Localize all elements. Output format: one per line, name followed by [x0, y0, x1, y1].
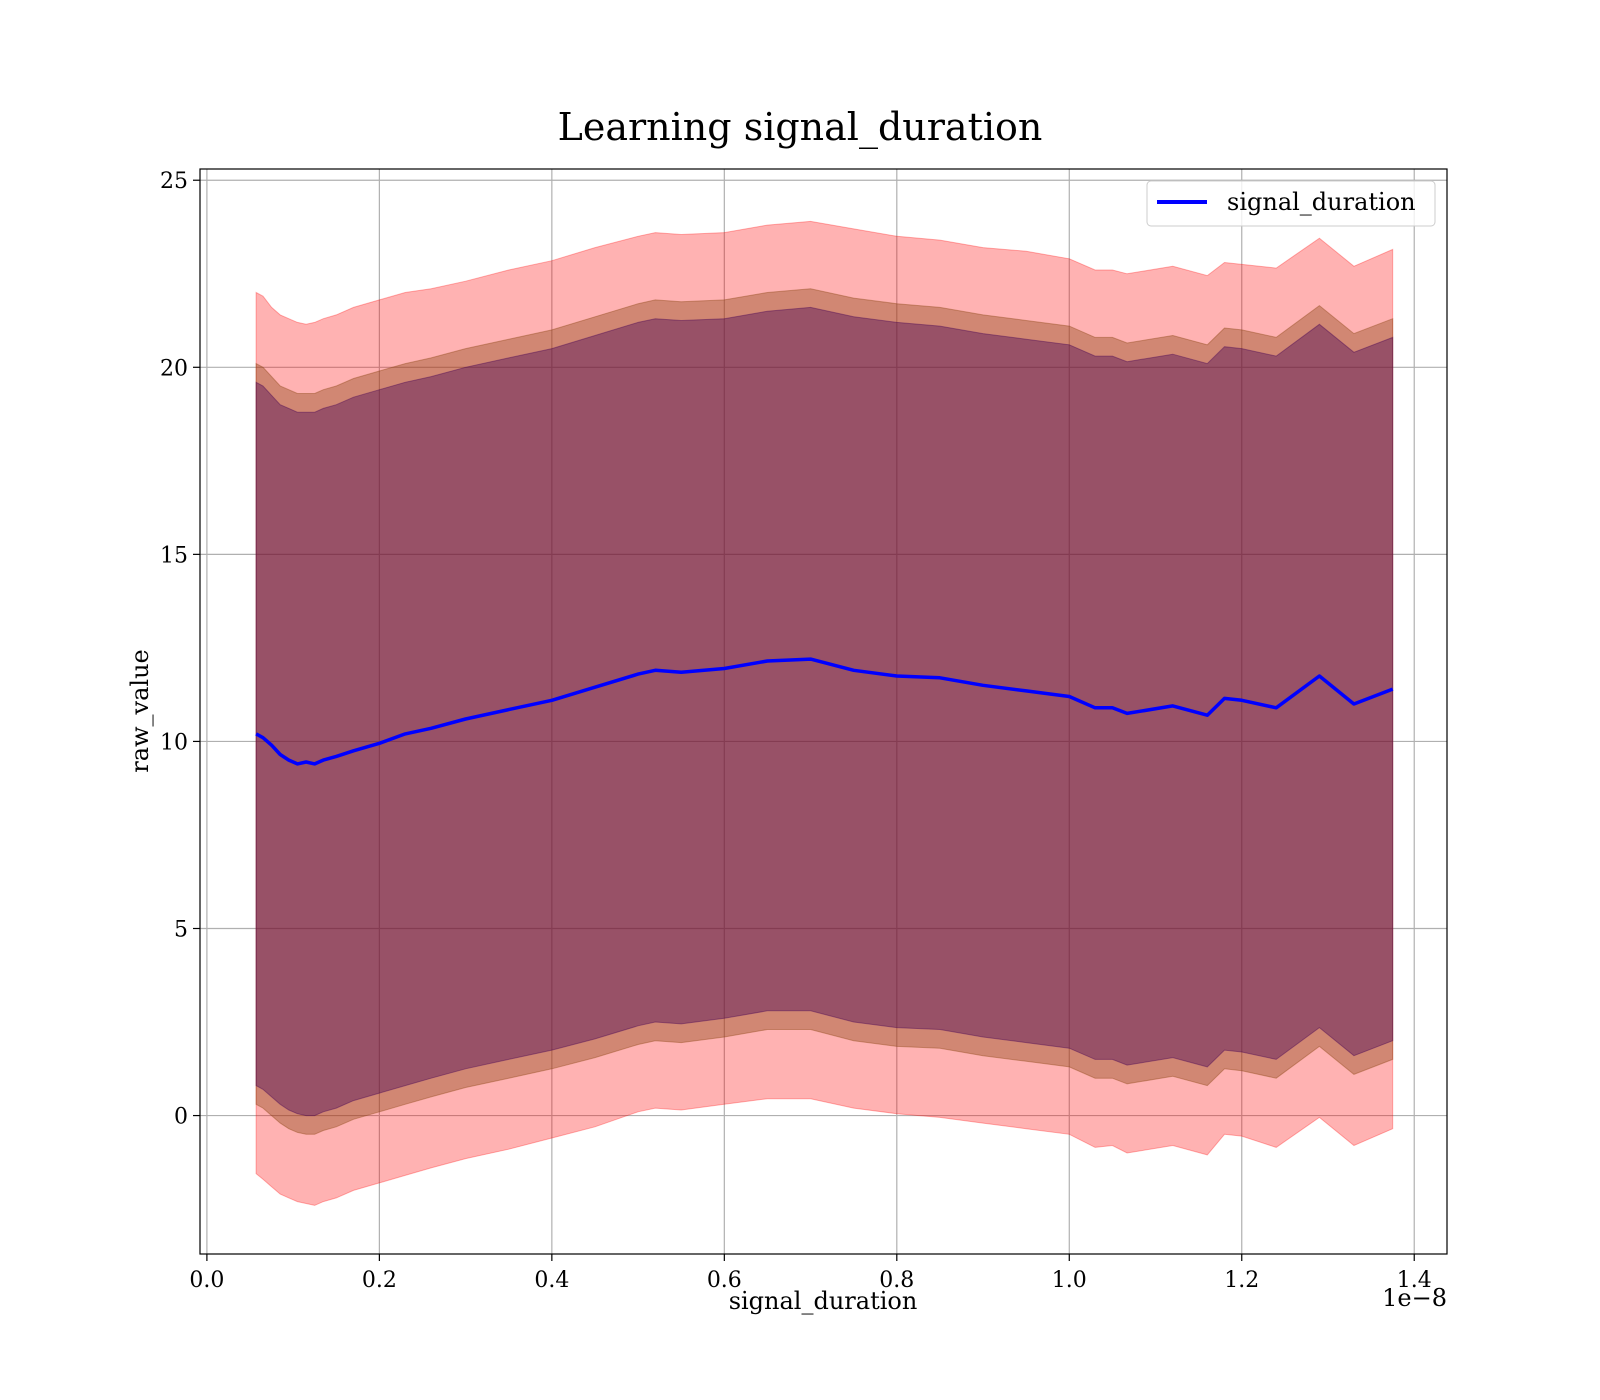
- y-tick-label: 0: [174, 1105, 188, 1130]
- band-inner: [255, 306, 1394, 1117]
- x-tick-label: 0.2: [362, 1268, 397, 1293]
- x-axis-ticks: 0.0 0.2 0.4 0.6 0.8 1.0 1.2 1.4: [189, 1254, 1432, 1293]
- x-tick-label: 0.6: [707, 1268, 742, 1293]
- y-tick-label: 20: [160, 356, 188, 381]
- x-tick-label: 0.4: [534, 1268, 569, 1293]
- x-tick-label: 1.0: [1052, 1268, 1087, 1293]
- y-tick-label: 15: [160, 543, 188, 568]
- confidence-bands: [255, 220, 1394, 1206]
- series-line: [255, 657, 1394, 766]
- x-tick-label: 1.4: [1397, 1268, 1432, 1293]
- x-axis-label: signal_duration: [729, 1287, 918, 1315]
- y-tick-label: 10: [160, 730, 188, 755]
- band-outer: [255, 220, 1394, 1206]
- x-tick-label: 1.2: [1224, 1268, 1259, 1293]
- x-tick-label: 0.8: [879, 1268, 914, 1293]
- legend-label-signal-duration: signal_duration: [1227, 188, 1416, 216]
- x-axis-offset-label: 1e−8: [1382, 1284, 1447, 1312]
- plot-frame: [199, 168, 1448, 1255]
- y-tick-label: 5: [174, 918, 188, 943]
- series-lines: [255, 657, 1394, 766]
- chart-title: Learning signal_duration: [558, 105, 1043, 150]
- y-axis-label: raw_value: [126, 649, 154, 773]
- y-tick-label: 25: [160, 169, 188, 194]
- x-tick-label: 0.0: [189, 1268, 224, 1293]
- legend-frame: [1146, 180, 1436, 227]
- band-middle: [255, 288, 1394, 1135]
- y-axis-ticks: 0 5 10 15 20 25: [160, 169, 200, 1130]
- grid: [200, 169, 1447, 1254]
- legend: signal_duration: [1146, 180, 1436, 227]
